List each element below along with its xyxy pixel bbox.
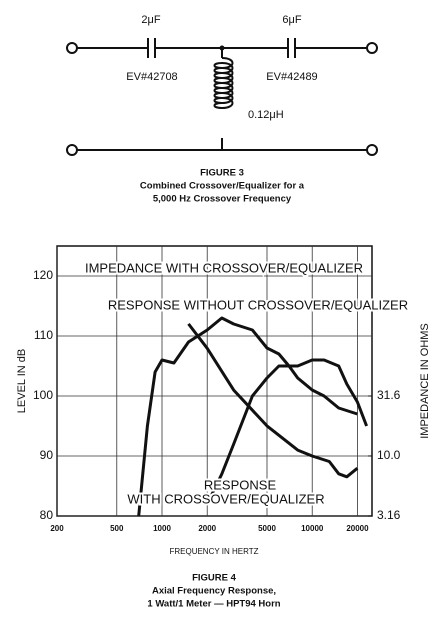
junction bbox=[219, 45, 225, 51]
c1-value: 2μF bbox=[141, 14, 160, 26]
annotation: RESPONSE bbox=[204, 477, 277, 492]
terminal bbox=[66, 42, 78, 54]
caption: Axial Frequency Response, bbox=[152, 586, 276, 597]
terminal bbox=[366, 42, 378, 54]
l-value: 0.12μH bbox=[248, 109, 284, 121]
caption: 5,000 Hz Crossover Frequency bbox=[153, 194, 292, 205]
x-tick-label: 200 bbox=[50, 524, 64, 533]
y-tick-label: 110 bbox=[34, 328, 53, 342]
y-tick-label: 100 bbox=[33, 388, 53, 402]
x-axis-label: FREQUENCY IN HERTZ bbox=[169, 547, 258, 556]
caption: FIGURE 4 bbox=[192, 573, 237, 584]
y-axis-label: LEVEL IN dB bbox=[16, 349, 28, 413]
annotation: WITH CROSSOVER/EQUALIZER bbox=[127, 491, 324, 506]
c2-part: EV#42489 bbox=[266, 71, 317, 83]
y2-axis-label: IMPEDANCE IN OHMS bbox=[419, 323, 431, 439]
x-tick-label: 500 bbox=[110, 524, 124, 533]
x-tick-label: 10000 bbox=[301, 524, 324, 533]
y2-tick-label: 3.16 bbox=[377, 508, 401, 522]
x-tick-label: 1000 bbox=[153, 524, 171, 533]
y-tick-label: 80 bbox=[40, 508, 54, 522]
series-line bbox=[187, 322, 359, 479]
y2-tick-label: 10.0 bbox=[377, 448, 401, 462]
x-tick-label: 2000 bbox=[198, 524, 216, 533]
terminal bbox=[366, 144, 378, 156]
x-tick-label: 20000 bbox=[346, 524, 369, 533]
y-tick-label: 120 bbox=[33, 268, 53, 282]
chart: LEVEL IN dB IMPEDANCE IN OHMS FREQUENCY … bbox=[16, 245, 431, 610]
series-line bbox=[137, 316, 358, 517]
series-line bbox=[205, 358, 369, 505]
annotation: IMPEDANCE WITH CROSSOVER/EQUALIZER bbox=[85, 260, 363, 275]
circuit: 2μF EV#42708 6μF EV#42489 0.12μH FIGURE … bbox=[66, 14, 378, 205]
x-tick-label: 5000 bbox=[258, 524, 276, 533]
caption: Combined Crossover/Equalizer for a bbox=[140, 181, 305, 192]
c1-part: EV#42708 bbox=[126, 71, 177, 83]
caption: FIGURE 3 bbox=[200, 168, 244, 179]
terminal bbox=[66, 144, 78, 156]
annotation: RESPONSE WITHOUT CROSSOVER/EQUALIZER bbox=[108, 297, 408, 312]
y-tick-label: 90 bbox=[40, 448, 54, 462]
caption: 1 Watt/1 Meter — HPT94 Horn bbox=[147, 599, 280, 610]
inductor bbox=[213, 57, 234, 110]
y2-tick-label: 31.6 bbox=[377, 388, 401, 402]
plot-frame bbox=[56, 245, 373, 517]
c2-value: 6μF bbox=[282, 14, 301, 26]
